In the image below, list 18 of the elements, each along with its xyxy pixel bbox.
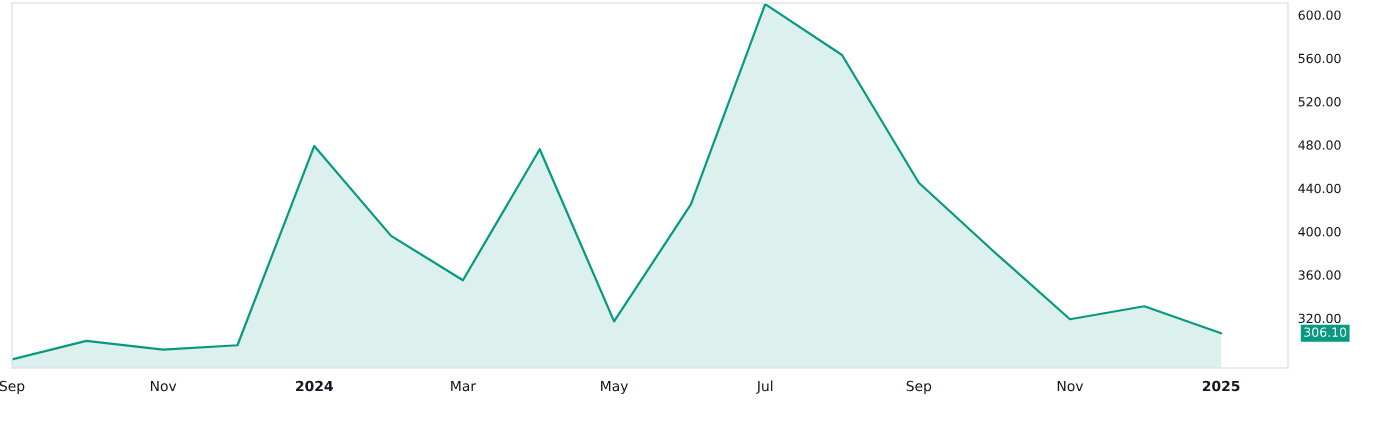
x-tick-label: May [601, 380, 629, 394]
y-tick-label: 320.00 [1298, 313, 1341, 324]
x-tick-label: Mar [451, 380, 477, 392]
x-tick-label: Nov [1057, 380, 1084, 392]
x-tick-label: Sep [906, 380, 932, 394]
y-tick-label: 440.00 [1298, 183, 1341, 194]
y-tick-label: 600.00 [1298, 10, 1341, 20]
y-tick-label: 480.00 [1298, 140, 1341, 150]
x-tick-label: Sep [0, 380, 25, 394]
x-tick-label: Jul [756, 380, 773, 394]
text: 306.10 [1304, 327, 1347, 337]
x-tick-label: 2025 [1202, 380, 1240, 392]
y-tick-label: 520.00 [1298, 97, 1341, 107]
y-tick-label: 560.00 [1298, 53, 1341, 64]
y-tick-label: 360.00 [1298, 270, 1341, 280]
y-tick-label: 400.00 [1298, 227, 1341, 237]
x-tick-label: Nov [150, 380, 177, 392]
x-tick-label: 2024 [296, 380, 333, 392]
